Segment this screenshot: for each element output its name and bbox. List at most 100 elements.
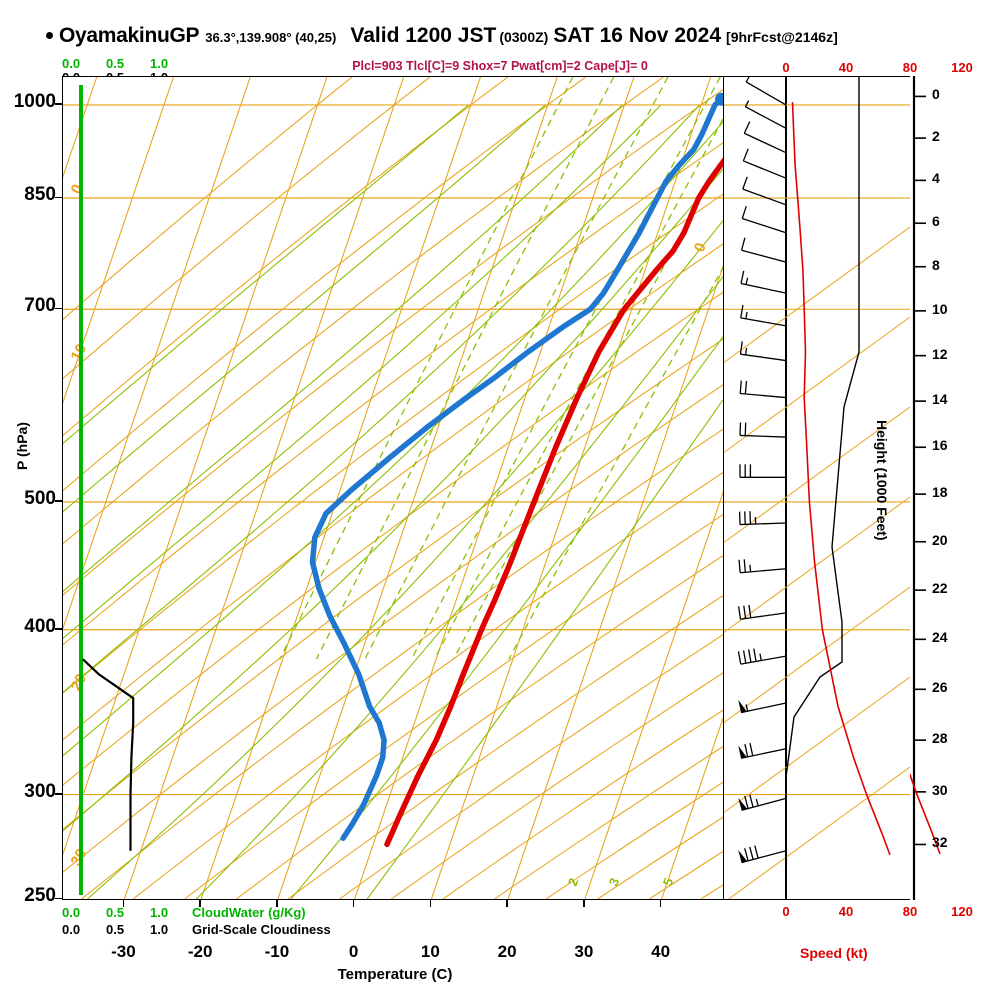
wind-envelope	[785, 77, 860, 899]
cloudwater-scale-top: 0.0 0.5 1.0	[62, 56, 222, 72]
pressure-tick-400: 400	[24, 615, 56, 637]
pressure-tick-850: 850	[24, 184, 56, 206]
cloudwater-bottom-tick-0: 0.0	[62, 905, 81, 920]
pressure-tick-300: 300	[24, 780, 56, 802]
height-tick-20: 20	[932, 531, 948, 548]
cloudiness-bottom-tick-0: 0.0	[62, 922, 81, 937]
cloudwater-top-tick-2: 1.0	[150, 56, 169, 71]
temperature-tick--20: -20	[187, 942, 213, 961]
station-coordinates: 36.3°,139.908° (40,25)	[205, 30, 337, 45]
wind-barb	[738, 559, 787, 574]
wind-barb	[739, 464, 786, 478]
temperature-tick-mark	[199, 899, 201, 907]
height-axis-canvas	[841, 76, 941, 900]
temperature-tick-mark	[429, 899, 432, 907]
pressure-tick-1000: 1000	[13, 90, 56, 112]
wind-barb	[738, 742, 787, 759]
wind-barb	[738, 794, 787, 811]
cloudwater-top-tick-1: 0.5	[106, 56, 125, 71]
temperature-axis-label: Temperature (C)	[337, 966, 453, 983]
svg-text:30: 30	[68, 846, 91, 869]
wind-speed-trace	[791, 102, 891, 856]
wind-barb	[744, 100, 787, 129]
valid-date: SAT 16 Nov 2024	[553, 24, 722, 47]
height-tick-28: 28	[932, 730, 948, 747]
temperature-tick-mark	[352, 899, 355, 907]
temperature-tick-mark	[506, 899, 508, 907]
cloudwater-top-tick-0: 0.0	[62, 56, 81, 71]
wind-barb	[739, 341, 787, 362]
valid-time: Valid 1200 JST	[350, 24, 497, 47]
wind-barb-panel[interactable]	[703, 75, 911, 918]
height-tick-12: 12	[932, 345, 948, 362]
valid-time-utc: (0300Z)	[499, 29, 549, 45]
temperature-tick-10: 10	[420, 942, 440, 961]
height-tick-2: 2	[932, 128, 940, 145]
wind-barb	[739, 380, 787, 399]
speed-tick-top-40: 40	[838, 60, 854, 75]
pressure-tick-250: 250	[24, 885, 56, 906]
height-tick-6: 6	[932, 213, 940, 230]
cloudiness-bottom-tick-1: 0.5	[106, 922, 125, 937]
temperature-tick--30: -30	[111, 942, 136, 961]
cloudiness-bottom-axis-label: Grid-Scale Cloudiness	[192, 922, 331, 937]
speed-axis-label: Speed (kt)	[800, 945, 868, 961]
wind-barb	[738, 845, 787, 864]
height-tick-18: 18	[932, 484, 948, 501]
wind-barb	[740, 237, 787, 263]
pressure-tick-500: 500	[24, 487, 56, 509]
station-name: OyamakinuGP	[59, 24, 200, 47]
wind-barb	[737, 648, 787, 665]
wind-barb	[738, 699, 787, 714]
height-tick-10: 10	[932, 300, 948, 317]
wind-barb	[740, 304, 787, 327]
speed-tick-top-0: 0	[782, 60, 790, 75]
height-tick-14: 14	[932, 391, 948, 408]
pressure-axis-label: P (hPa)	[14, 422, 30, 470]
sounding-stats-line: Plcl=903 Tlcl[C]=9 Shox=7 Pwat[cm]=2 Cap…	[352, 59, 648, 73]
height-tick-32: 32	[932, 834, 948, 851]
skewt-plot-area[interactable]: 23501020300102030	[62, 76, 724, 900]
wind-barb	[742, 176, 787, 206]
pressure-tick-mark	[55, 793, 62, 795]
height-tick-16: 16	[932, 437, 948, 454]
pressure-tick-mark	[55, 307, 62, 310]
skewt-canvas: 23501020300102030	[63, 77, 723, 899]
wind-barb	[743, 121, 787, 154]
height-axis-label: Height (1000 Feet)	[874, 420, 890, 541]
temperature-tick-mark	[659, 899, 662, 907]
speed-tick-bottom-120: 120	[951, 904, 973, 919]
wind-barb	[742, 148, 787, 179]
speed-tick-bottom-40: 40	[838, 904, 854, 919]
speed-tick-top-80: 80	[902, 60, 918, 75]
height-tick-24: 24	[932, 629, 948, 646]
pressure-tick-mark	[55, 103, 62, 106]
height-tick-22: 22	[932, 580, 948, 597]
temperature-tick-mark	[583, 899, 585, 907]
pressure-tick-700: 700	[24, 295, 56, 317]
wind-barb	[741, 205, 787, 234]
wind-barb	[745, 75, 787, 106]
svg-text:10: 10	[68, 341, 91, 364]
cloudiness-bottom-tick-2: 1.0	[150, 922, 169, 937]
pressure-tick-mark	[55, 897, 62, 900]
temperature-tick-mark	[122, 899, 125, 907]
svg-text:0: 0	[68, 182, 87, 197]
svg-text:0: 0	[691, 240, 710, 254]
svg-text:20: 20	[68, 671, 91, 694]
wind-barb-canvas	[703, 75, 911, 918]
height-axis-panel	[841, 76, 996, 900]
temperature-tick-20: 20	[497, 942, 517, 961]
height-tick-0: 0	[932, 86, 940, 103]
pressure-tick-mark	[55, 196, 62, 199]
temperature-tick-30: 30	[574, 942, 594, 961]
height-tick-4: 4	[932, 170, 940, 187]
svg-text:5: 5	[660, 876, 677, 888]
speed-tick-bottom-0: 0	[782, 904, 790, 919]
speed-tick-top-120: 120	[951, 60, 973, 75]
pressure-tick-mark	[55, 628, 62, 630]
pressure-tick-mark	[55, 500, 62, 503]
cloudwater-bottom-tick-1: 0.5	[106, 905, 125, 920]
height-tick-26: 26	[932, 679, 948, 696]
height-tick-30: 30	[932, 781, 948, 798]
